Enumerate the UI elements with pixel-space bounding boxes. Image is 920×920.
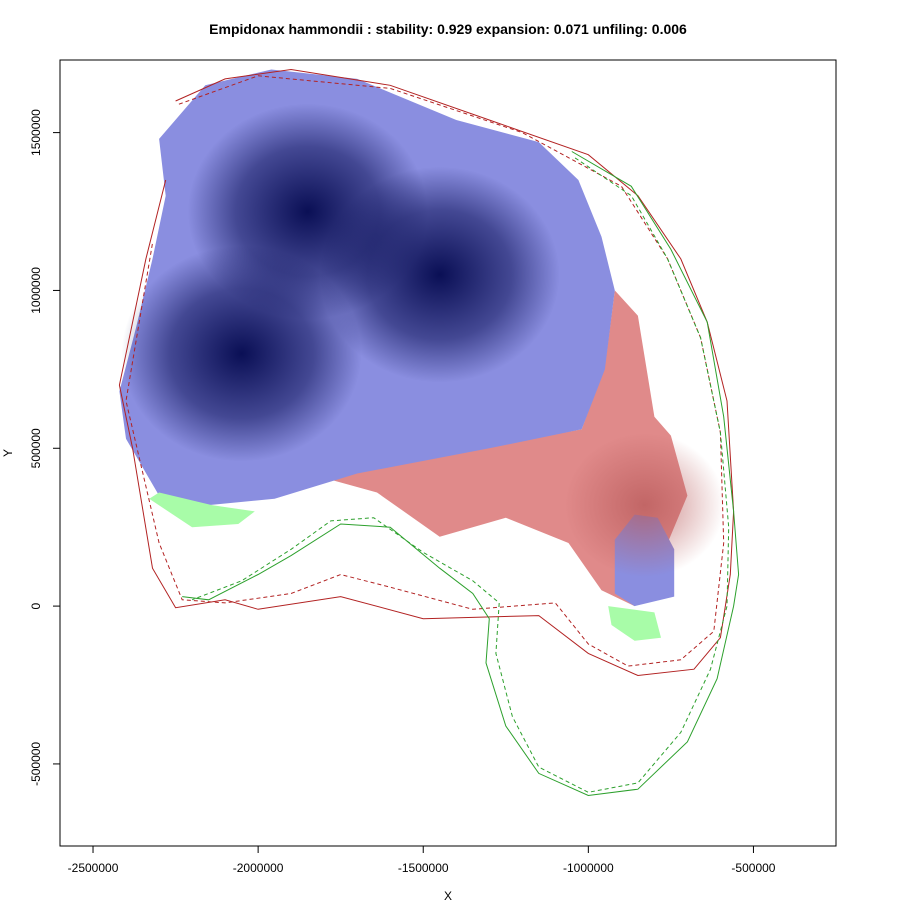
y-tick-label-1: 0 [29,602,43,609]
outline-invaded-solid [182,151,740,797]
y-tick-label-0: -500000 [29,742,43,786]
x-axis-label: X [444,889,452,903]
plot-area [118,68,740,797]
unfilling-layer [149,492,661,641]
x-axis: -2500000 -2000000 -1500000 -1000000 -500000 [68,845,810,875]
x-tick-label-2: -1500000 [398,861,449,875]
range-outlines [118,68,740,797]
outline-invaded-dashed [191,157,730,793]
y-axis-label: Y [1,449,15,457]
x-tick-label-3: -1000000 [563,861,614,875]
density-hotspots [121,103,725,578]
y-tick-label-4: 1500000 [29,109,43,156]
y-tick-label-2: 500000 [29,428,43,468]
unfilling-region-1 [608,606,661,641]
hotspot-expansion-3 [564,433,725,578]
unfilling-region-0 [149,492,255,528]
hotspot-stability-1 [319,166,560,383]
outline-native-solid [118,68,735,677]
x-tick-label-1: -2000000 [233,861,284,875]
x-tick-label-4: -500000 [731,861,775,875]
chart-title: Empidonax hammondii : stability: 0.929 e… [209,21,687,37]
y-axis: -500000 0 500000 1000000 1500000 [29,109,61,786]
hotspot-stability-2 [121,245,362,462]
x-tick-label-0: -2500000 [68,861,119,875]
outline-native-dashed [125,75,725,667]
y-tick-label-3: 1000000 [29,267,43,314]
